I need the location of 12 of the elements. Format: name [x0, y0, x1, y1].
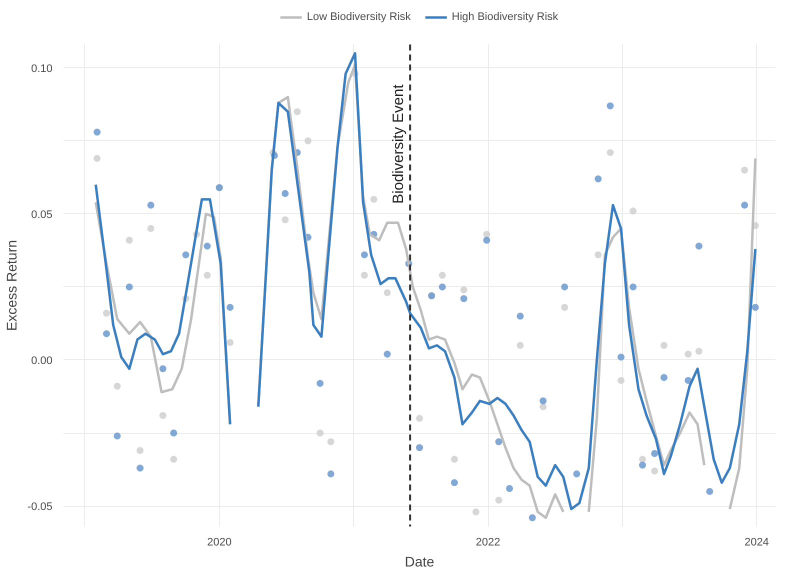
y-tick-label: 0.10 [31, 62, 53, 75]
x-tick-label: 2020 [207, 536, 232, 548]
y-axis-title: Excess Return [3, 240, 20, 332]
legend-label: Low Biodiversity Risk [306, 11, 411, 23]
legend-label: High Biodiversity Risk [452, 11, 558, 23]
x-tick-label: 2024 [744, 536, 769, 548]
y-tick-label: 0.05 [31, 208, 53, 221]
x-tick-label: 2022 [476, 536, 500, 548]
ref-line-label: Biodiversity Event [390, 84, 408, 204]
y-tick-label: -0.05 [27, 501, 53, 514]
x-axis-title: Date [404, 554, 434, 570]
y-tick-label: 0.00 [31, 354, 53, 367]
